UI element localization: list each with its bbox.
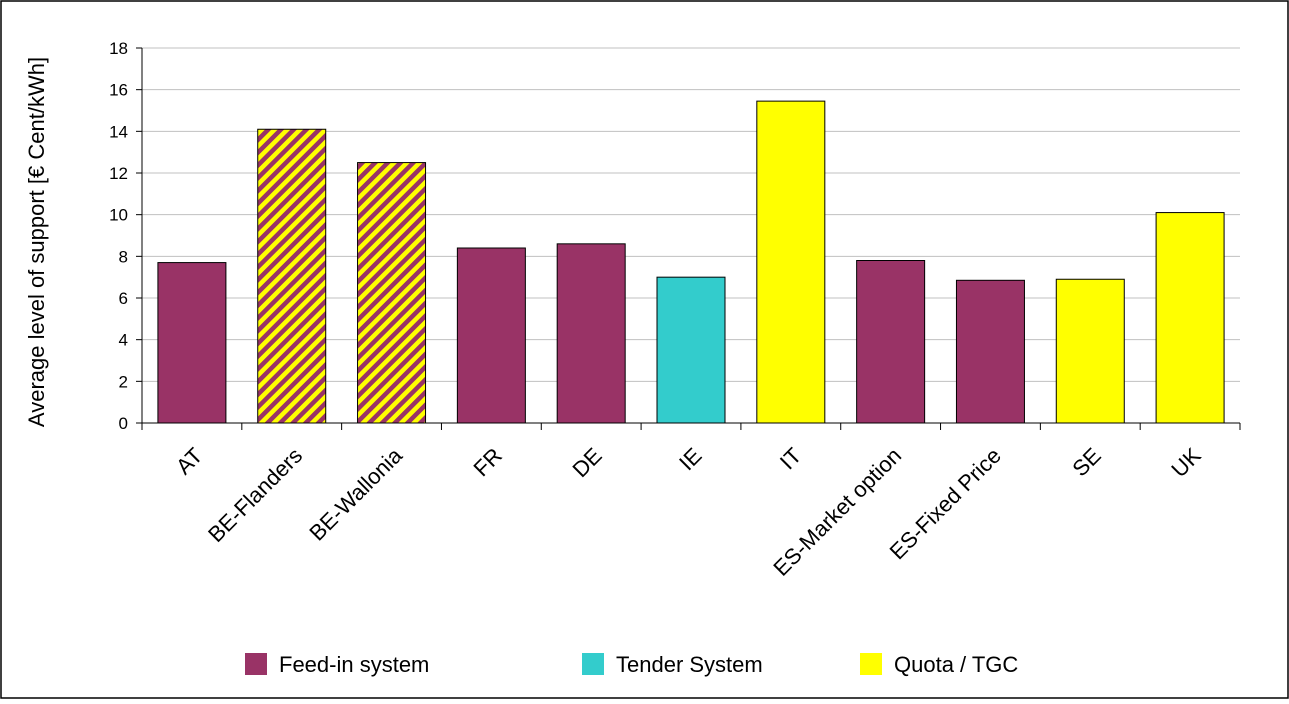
- legend-swatch-feed-in: [245, 653, 267, 675]
- bar-uk: [1155, 212, 1225, 424]
- bar-de: [556, 243, 626, 424]
- bar-be-wallonia: [357, 162, 427, 424]
- legend-swatch-quota: [860, 653, 882, 675]
- bar-ie: [656, 276, 726, 424]
- y-tick-label: 14: [109, 122, 128, 141]
- legend-label-feed-in: Feed-in system: [279, 652, 429, 677]
- y-tick-label: 18: [109, 39, 128, 58]
- y-tick-label: 2: [119, 372, 128, 391]
- legend: Feed-in system Tender System Quota / TGC: [245, 652, 1018, 677]
- legend-swatch-tender: [582, 653, 604, 675]
- bar-be-flanders: [257, 128, 327, 424]
- y-tick-label: 6: [119, 289, 128, 308]
- y-tick-label: 10: [109, 206, 128, 225]
- bar-es-fixed-price: [955, 279, 1025, 424]
- bar-es-market-option: [856, 260, 926, 424]
- bar-it: [756, 100, 826, 424]
- bar-se: [1055, 278, 1125, 424]
- y-tick-label: 0: [119, 414, 128, 433]
- y-tick-label: 8: [119, 247, 128, 266]
- bar-fr: [456, 247, 526, 424]
- y-tick-label: 4: [119, 331, 128, 350]
- bar-at: [157, 262, 227, 424]
- y-tick-label: 12: [109, 164, 128, 183]
- legend-label-tender: Tender System: [616, 652, 763, 677]
- y-axis-title: Average level of support [€ Cent/kWh]: [24, 57, 49, 427]
- legend-label-quota: Quota / TGC: [894, 652, 1018, 677]
- y-tick-label: 16: [109, 81, 128, 100]
- bars: [157, 100, 1225, 424]
